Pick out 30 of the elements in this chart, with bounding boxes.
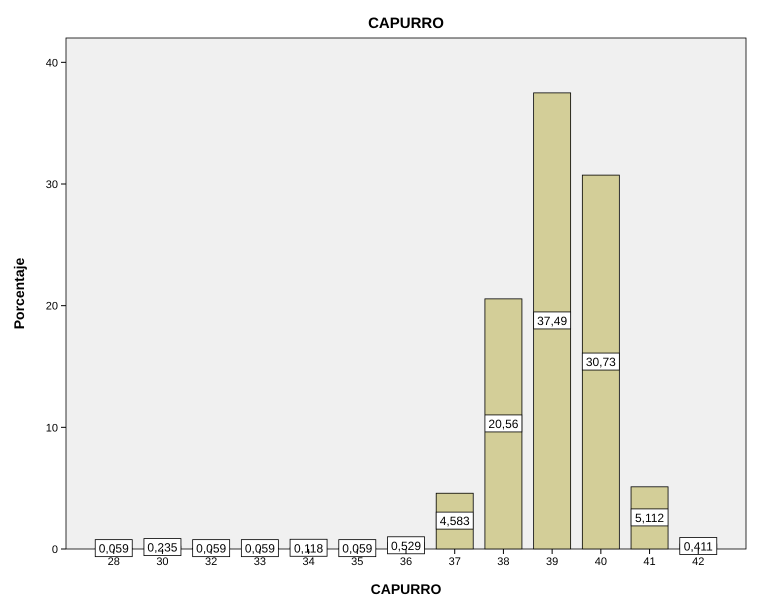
chart-title: CAPURRO xyxy=(368,15,444,32)
x-tick-label: 35 xyxy=(351,556,364,568)
x-tick-label: 28 xyxy=(108,556,120,568)
x-tick-label: 32 xyxy=(205,556,218,568)
x-axis-title: CAPURRO xyxy=(370,581,442,597)
y-tick-label: 0 xyxy=(52,544,58,556)
y-tick-label: 20 xyxy=(46,300,58,313)
x-tick-label: 37 xyxy=(448,556,461,568)
y-tick-label: 40 xyxy=(46,57,58,70)
x-tick-label: 42 xyxy=(692,556,704,568)
data-label: 0,118 xyxy=(294,541,324,556)
x-tick-label: 39 xyxy=(546,556,558,568)
data-label: 5,112 xyxy=(634,510,664,525)
x-tick-label: 34 xyxy=(302,556,315,568)
x-tick-label: 33 xyxy=(254,556,266,568)
y-axis-title: Porcentaje xyxy=(11,257,27,330)
data-label: 37,49 xyxy=(537,314,568,328)
x-tick-label: 36 xyxy=(400,556,412,568)
x-tick-label: 38 xyxy=(497,556,510,568)
y-tick-label: 10 xyxy=(46,422,58,434)
data-label: 30,73 xyxy=(586,355,616,370)
x-tick-label: 41 xyxy=(643,556,656,568)
data-label: 20,56 xyxy=(488,416,519,431)
y-tick-label: 30 xyxy=(46,179,58,191)
x-tick-label: 30 xyxy=(156,556,169,568)
data-label: 0,235 xyxy=(147,540,178,555)
data-label: 4,583 xyxy=(440,514,470,528)
x-tick-label: 40 xyxy=(594,556,607,568)
data-label: 0,529 xyxy=(390,538,422,553)
data-label: 0,411 xyxy=(684,540,714,554)
